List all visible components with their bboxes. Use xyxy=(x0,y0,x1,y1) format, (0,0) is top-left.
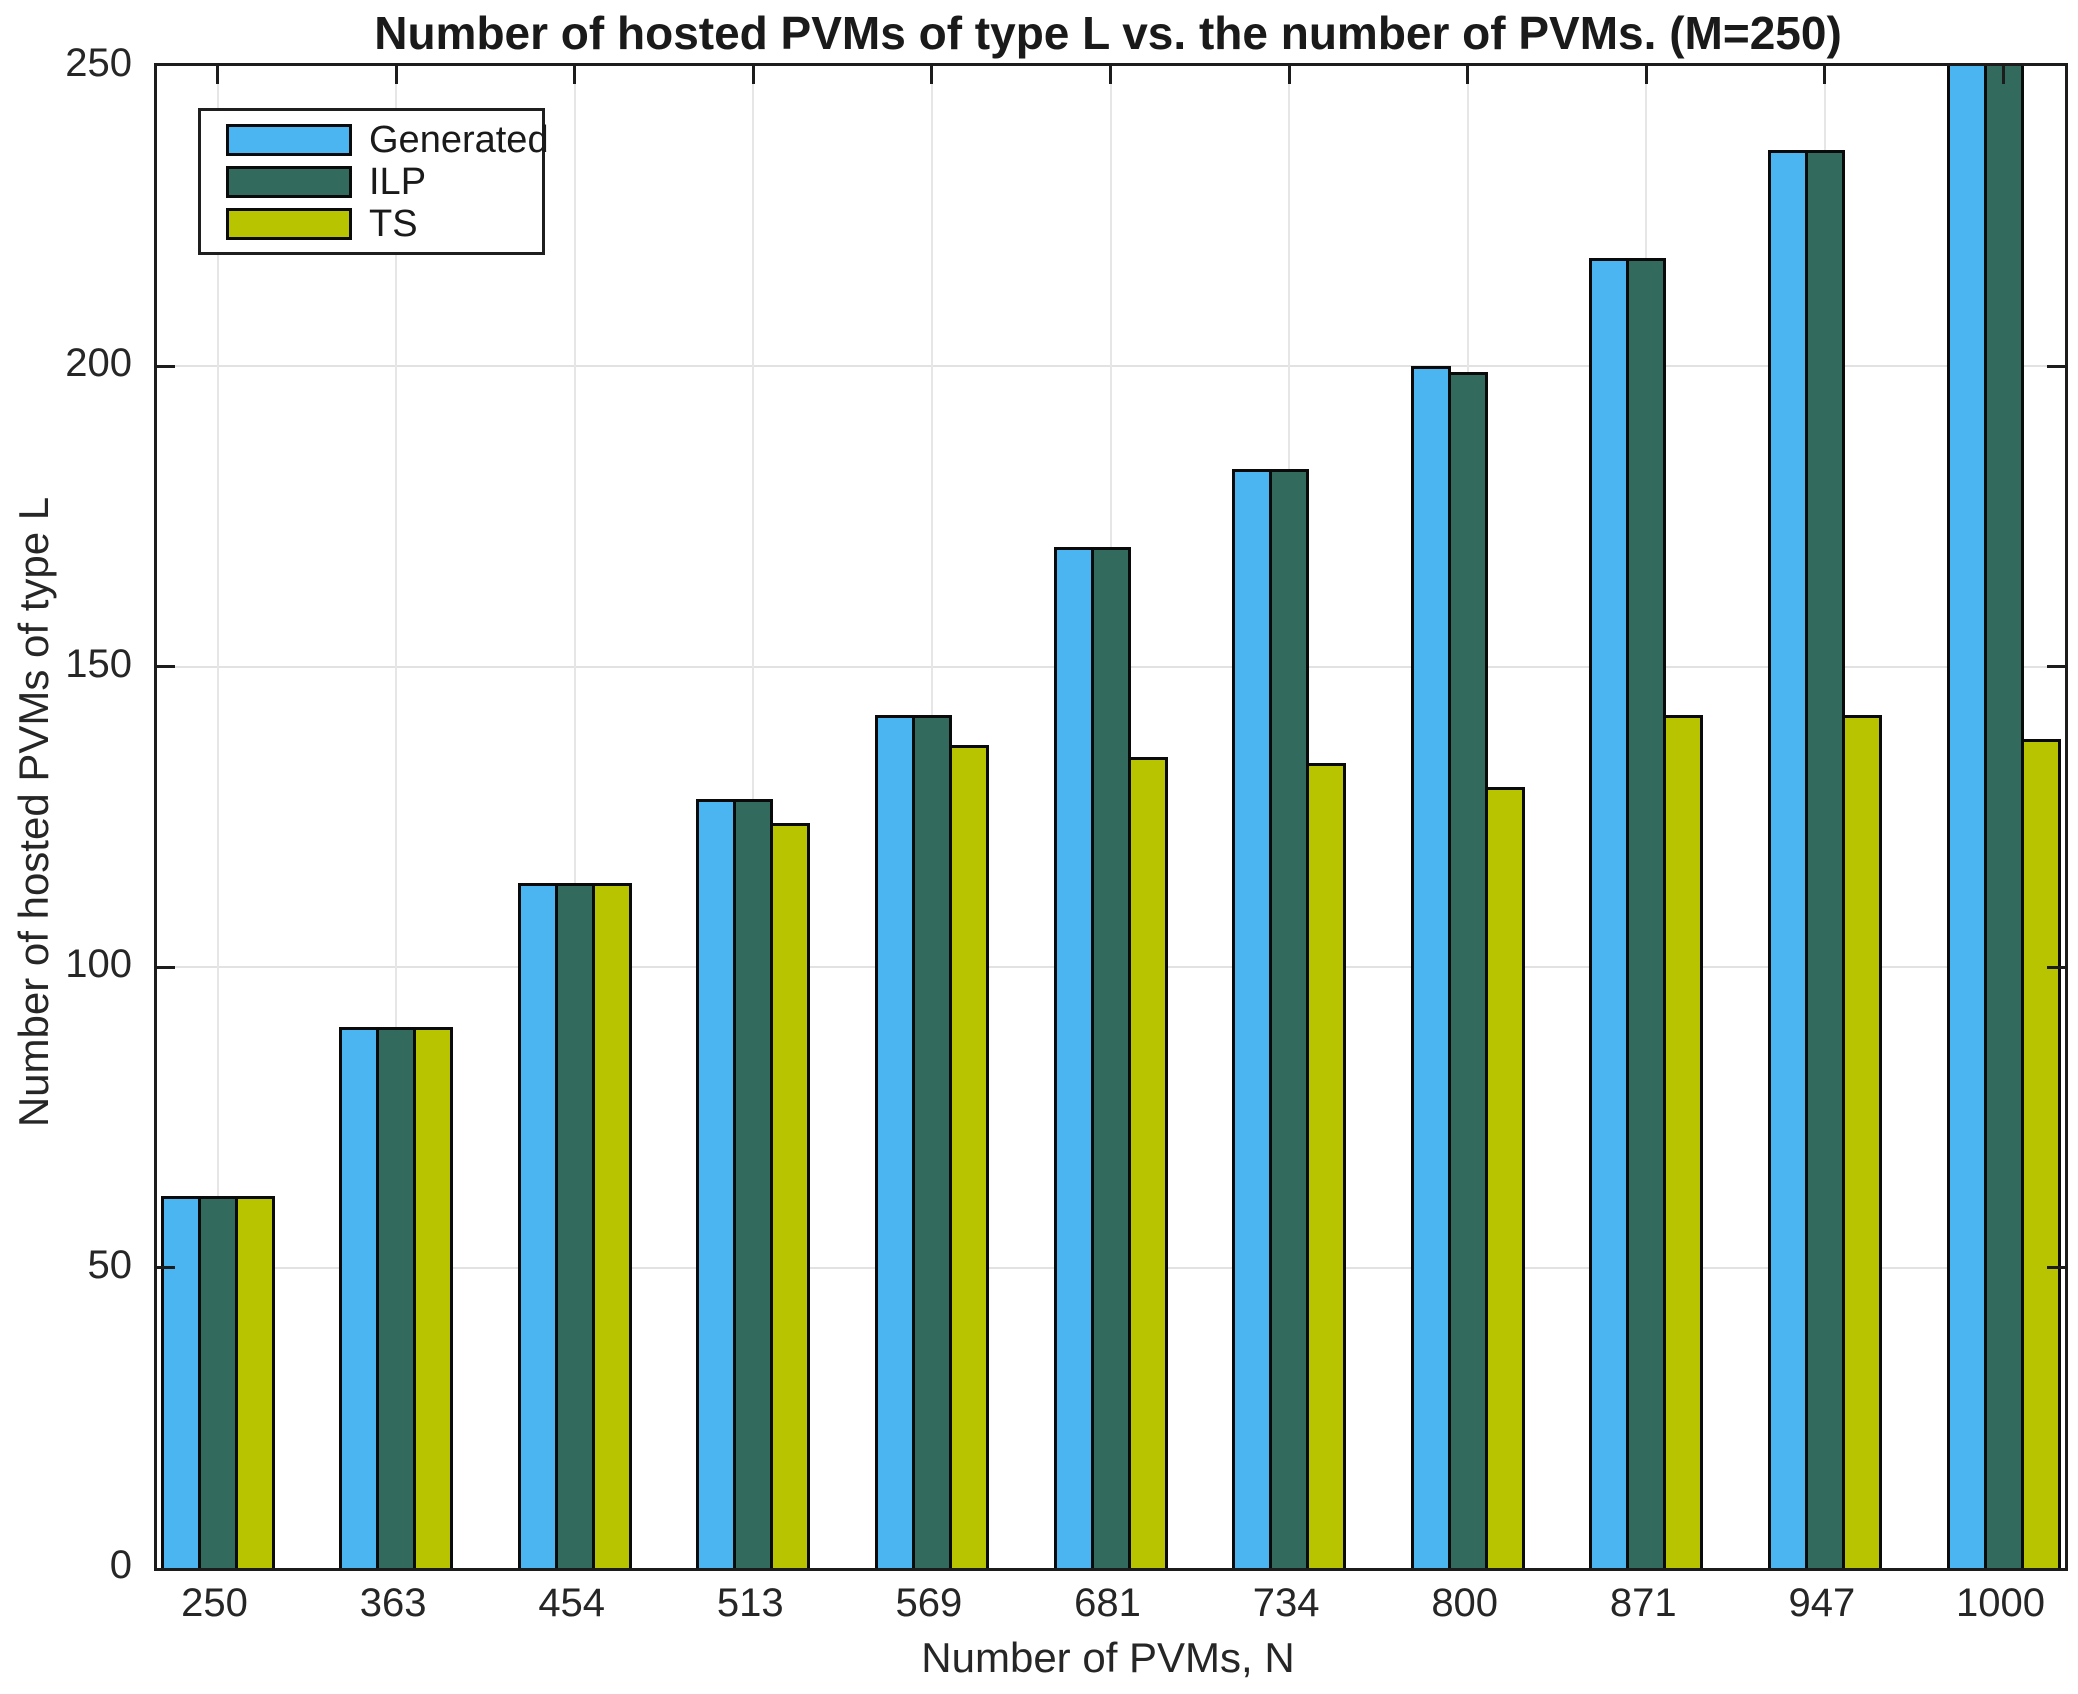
bar-ilp-569 xyxy=(911,714,952,1568)
grid-line-v-454 xyxy=(573,66,576,1568)
y-axis-label: Number of hosted PVMs of type L xyxy=(10,496,57,1128)
y-tick-label-0: 0 xyxy=(109,1543,132,1587)
bar-ilp-250 xyxy=(197,1195,238,1568)
bar-generated-569 xyxy=(874,714,915,1568)
x-tick-mark-top-947 xyxy=(1823,66,1827,84)
legend-item-ts: TS xyxy=(226,202,542,245)
bar-ts-681 xyxy=(1127,756,1168,1568)
legend-label-ilp: ILP xyxy=(369,160,427,203)
bar-ilp-871 xyxy=(1626,258,1667,1568)
bar-ts-363 xyxy=(413,1027,454,1568)
x-tick-mark-top-454 xyxy=(573,66,577,84)
x-tick-label-363: 363 xyxy=(359,1581,427,1625)
x-tick-mark-top-569 xyxy=(930,66,934,84)
bar-generated-454 xyxy=(517,883,558,1568)
bar-ts-250 xyxy=(234,1195,275,1568)
x-tick-label-681: 681 xyxy=(1074,1581,1141,1625)
bar-generated-363 xyxy=(339,1027,380,1568)
x-tick-label-454: 454 xyxy=(538,1581,606,1625)
plot-area: Generated ILP TS xyxy=(154,63,2068,1571)
legend-label-ts: TS xyxy=(369,202,418,245)
x-tick-label-734: 734 xyxy=(1252,1581,1320,1625)
legend-swatch-generated xyxy=(226,123,352,156)
bar-ilp-454 xyxy=(554,883,595,1568)
x-tick-mark-top-734 xyxy=(1287,66,1291,84)
bar-ts-871 xyxy=(1663,714,1704,1568)
bar-generated-947 xyxy=(1767,150,1808,1568)
bar-ts-1000 xyxy=(2020,738,2061,1568)
bar-generated-734 xyxy=(1232,468,1273,1568)
x-tick-label-800: 800 xyxy=(1431,1581,1499,1625)
x-tick-label-569: 569 xyxy=(895,1581,963,1625)
x-axis-label: Number of PVMs, N xyxy=(921,1634,1295,1681)
bar-generated-250 xyxy=(160,1195,201,1568)
y-tick-label-100: 100 xyxy=(65,942,132,987)
y-tick-mark-left-50 xyxy=(157,1266,175,1270)
y-tick-mark-right-200 xyxy=(2047,364,2065,368)
legend-item-generated: Generated xyxy=(226,121,549,159)
bar-generated-1000 xyxy=(1946,66,1987,1568)
bar-ilp-681 xyxy=(1090,546,1131,1568)
y-tick-mark-right-50 xyxy=(2047,1266,2065,1270)
bar-ts-947 xyxy=(1841,714,1882,1568)
legend-swatch-ts xyxy=(226,207,352,240)
x-tick-label-250: 250 xyxy=(181,1581,248,1625)
bar-generated-681 xyxy=(1053,546,1094,1568)
bar-generated-800 xyxy=(1410,366,1451,1568)
x-tick-mark-top-513 xyxy=(751,66,755,84)
y-tick-mark-right-150 xyxy=(2047,665,2065,669)
x-tick-label-871: 871 xyxy=(1609,1581,1677,1625)
bar-ts-800 xyxy=(1484,786,1525,1568)
x-tick-mark-top-681 xyxy=(1109,66,1112,84)
bar-ilp-363 xyxy=(376,1027,417,1568)
bar-ilp-734 xyxy=(1269,468,1310,1568)
bar-ts-734 xyxy=(1306,762,1347,1568)
y-tick-mark-left-200 xyxy=(157,364,175,368)
y-tick-label-150: 150 xyxy=(65,641,132,686)
bar-generated-871 xyxy=(1589,258,1630,1568)
x-tick-label-947: 947 xyxy=(1788,1581,1856,1625)
x-tick-label-1000: 1000 xyxy=(1956,1581,2045,1625)
bar-ilp-800 xyxy=(1447,372,1488,1568)
x-tick-mark-top-871 xyxy=(1644,66,1648,84)
x-tick-mark-top-363 xyxy=(394,66,398,84)
legend-label-generated: Generated xyxy=(369,118,549,161)
y-tick-mark-left-100 xyxy=(157,965,175,969)
bar-generated-513 xyxy=(696,798,737,1568)
legend-item-ilp: ILP xyxy=(226,160,542,203)
legend: Generated ILP TS xyxy=(198,108,549,255)
x-tick-mark-top-1000 xyxy=(2002,66,2005,84)
y-tick-mark-right-100 xyxy=(2047,965,2065,969)
bar-ilp-947 xyxy=(1804,150,1845,1568)
x-tick-mark-top-250 xyxy=(216,66,219,84)
y-tick-label-200: 200 xyxy=(65,341,132,386)
y-tick-mark-left-150 xyxy=(157,665,175,669)
chart-title: Number of hosted PVMs of type L vs. the … xyxy=(374,7,1842,59)
bar-ilp-1000 xyxy=(1983,66,2024,1568)
y-tick-label-50: 50 xyxy=(87,1242,133,1287)
grid-line-v-250 xyxy=(216,66,219,1568)
legend-swatch-ilp xyxy=(226,165,352,198)
x-tick-label-513: 513 xyxy=(716,1581,784,1625)
grid-line-v-363 xyxy=(395,66,398,1568)
x-tick-mark-top-800 xyxy=(1466,66,1470,84)
bar-ts-513 xyxy=(770,823,811,1568)
y-tick-label-250: 250 xyxy=(65,41,132,85)
bar-ts-454 xyxy=(591,883,632,1568)
bar-ts-569 xyxy=(948,744,989,1568)
bar-ilp-513 xyxy=(733,798,774,1568)
